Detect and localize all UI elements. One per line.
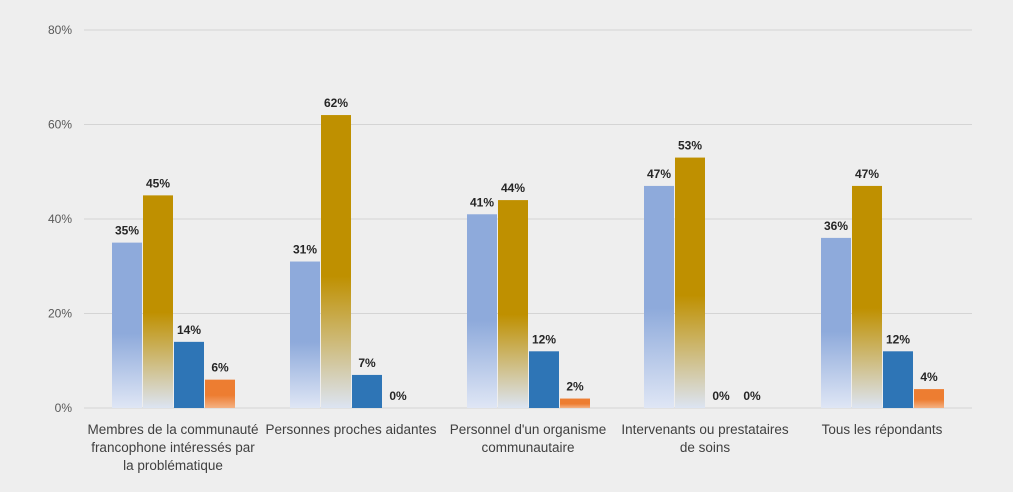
y-tick-label: 40% [48,212,72,226]
data-label: 35% [115,224,139,238]
data-label: 47% [855,167,879,181]
data-label: 44% [501,181,525,195]
data-label: 6% [211,361,229,375]
y-tick-label: 20% [48,307,72,321]
data-label: 47% [647,167,671,181]
data-label: 53% [678,139,702,153]
bar [290,261,320,408]
data-label: 62% [324,96,348,110]
bar [675,157,705,408]
bar [321,115,351,409]
data-label: 45% [146,176,170,190]
bar [644,185,674,408]
x-category-label: Tous les répondants [822,422,943,437]
data-label: 12% [532,332,556,346]
data-label: 31% [293,243,317,257]
data-label: 0% [389,389,407,403]
bar [852,185,882,408]
x-category-label: Personnes proches aidantes [265,422,436,437]
data-label: 7% [358,356,376,370]
bar [143,195,173,408]
bar [498,200,528,408]
data-label: 14% [177,323,201,337]
data-label: 36% [824,219,848,233]
data-label: 4% [920,370,938,384]
bar [352,374,382,408]
bar [914,389,944,408]
data-label: 0% [743,389,761,403]
x-category-label: Membres de la communauté francophone inté… [87,422,258,473]
bar [883,351,913,408]
x-category-label: Personnel d'un organisme communautaire [450,422,606,455]
bar [112,242,142,408]
y-tick-label: 60% [48,118,72,132]
data-label: 2% [566,380,584,394]
x-category-label: Intervenants ou prestataires de soins [621,422,789,455]
y-tick-label: 80% [48,23,72,37]
bar [467,214,497,408]
bar [821,237,851,408]
bar [529,351,559,408]
data-label: 12% [886,332,910,346]
data-label: 0% [712,389,730,403]
bar [174,341,204,408]
data-label: 41% [470,195,494,209]
y-tick-label: 0% [55,401,73,415]
bar [560,398,590,408]
bar [205,379,235,408]
